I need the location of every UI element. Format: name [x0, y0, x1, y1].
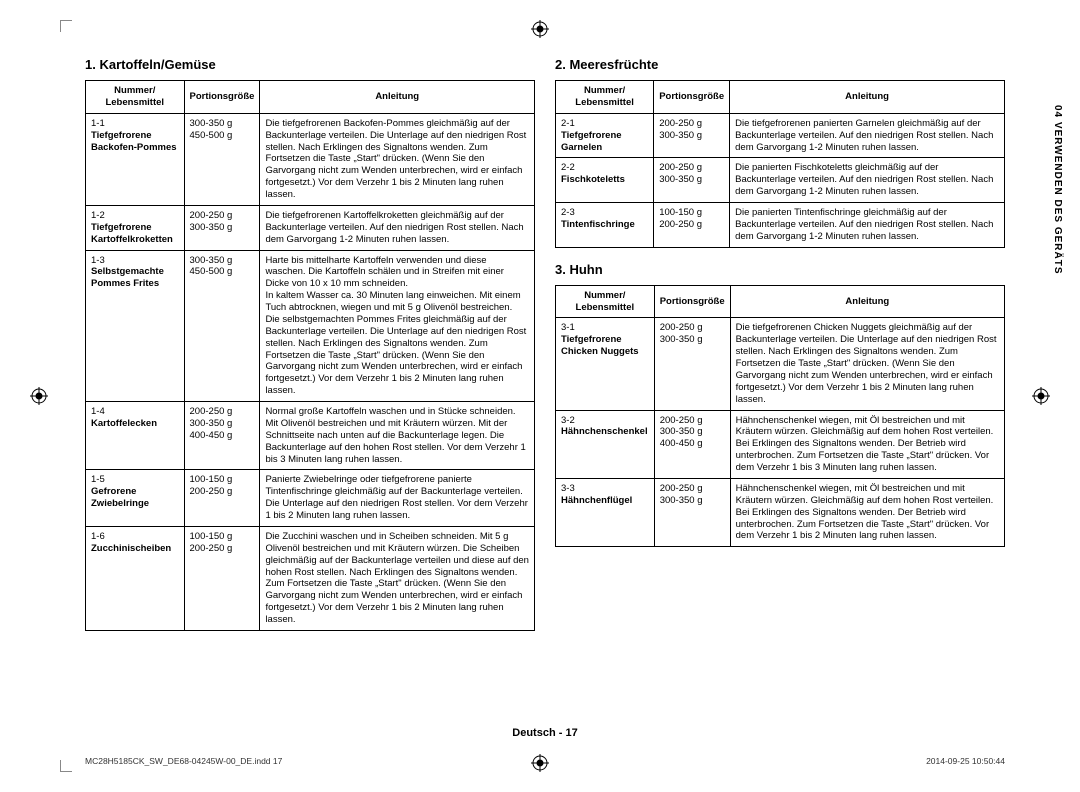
th-portion: Portionsgröße [184, 81, 260, 114]
right-column: 2. Meeresfrüchte Nummer/ Lebensmittel Po… [555, 55, 1005, 737]
table-row: 1-3Selbstgemachte Pommes Frites 300-350 … [86, 250, 535, 402]
crop-mark-bottom-left [60, 760, 72, 772]
print-footer-file: MC28H5185CK_SW_DE68-04245W-00_DE.indd 17 [85, 756, 282, 766]
table-meeresfruechte: Nummer/ Lebensmittel Portionsgröße Anlei… [555, 80, 1005, 248]
table-row: 2-2Fischkoteletts 200-250 g 300-350 g Di… [556, 158, 1005, 203]
registration-mark-left [30, 387, 48, 405]
section-3-title: 3. Huhn [555, 262, 1005, 277]
table-row: 2-3Tintenfischringe 100-150 g 200-250 g … [556, 203, 1005, 248]
th-anleitung: Anleitung [260, 81, 535, 114]
th-nummer: Nummer/ Lebensmittel [86, 81, 185, 114]
table-row: 2-1Tiefgefrorene Garnelen 200-250 g 300-… [556, 113, 1005, 158]
th-nummer: Nummer/ Lebensmittel [556, 285, 655, 318]
table-row: 1-1Tiefgefrorene Backofen-Pommes 300-350… [86, 113, 535, 205]
th-anleitung: Anleitung [730, 81, 1005, 114]
registration-mark-right [1032, 387, 1050, 405]
print-footer: MC28H5185CK_SW_DE68-04245W-00_DE.indd 17… [85, 756, 1005, 766]
th-portion: Portionsgröße [654, 285, 730, 318]
left-column: 1. Kartoffeln/Gemüse Nummer/ Lebensmitte… [85, 55, 535, 737]
table-row: 1-4Kartoffelecken 200-250 g 300-350 g 40… [86, 402, 535, 470]
table-kartoffeln-gemuese: Nummer/ Lebensmittel Portionsgröße Anlei… [85, 80, 535, 631]
side-chapter-label: 04 VERWENDEN DES GERÄTS [1052, 105, 1063, 275]
page-footer: Deutsch - 17 [85, 727, 1005, 739]
th-portion: Portionsgröße [654, 81, 730, 114]
table-row: 1-2Tiefgefrorene Kartoffelkroketten 200-… [86, 205, 535, 250]
th-anleitung: Anleitung [730, 285, 1004, 318]
table-huhn: Nummer/ Lebensmittel Portionsgröße Anlei… [555, 285, 1005, 548]
crop-mark-top-left [60, 20, 72, 32]
table-row: 3-3Hähnchenflügel 200-250 g 300-350 g Hä… [556, 478, 1005, 546]
table-row: 1-6Zucchinischeiben 100-150 g 200-250 g … [86, 526, 535, 630]
table-row: 3-1Tiefgefrorene Chicken Nuggets 200-250… [556, 318, 1005, 410]
page-content: 04 VERWENDEN DES GERÄTS 1. Kartoffeln/Ge… [85, 55, 1005, 737]
print-footer-date: 2014-09-25 10:50:44 [926, 756, 1005, 766]
section-2-title: 2. Meeresfrüchte [555, 57, 1005, 72]
th-nummer: Nummer/ Lebensmittel [556, 81, 654, 114]
section-1-title: 1. Kartoffeln/Gemüse [85, 57, 535, 72]
table-row: 1-5Gefrorene Zwiebelringe 100-150 g 200-… [86, 470, 535, 527]
registration-mark-top [531, 20, 549, 38]
table-row: 3-2Hähnchenschenkel 200-250 g 300-350 g … [556, 410, 1005, 478]
